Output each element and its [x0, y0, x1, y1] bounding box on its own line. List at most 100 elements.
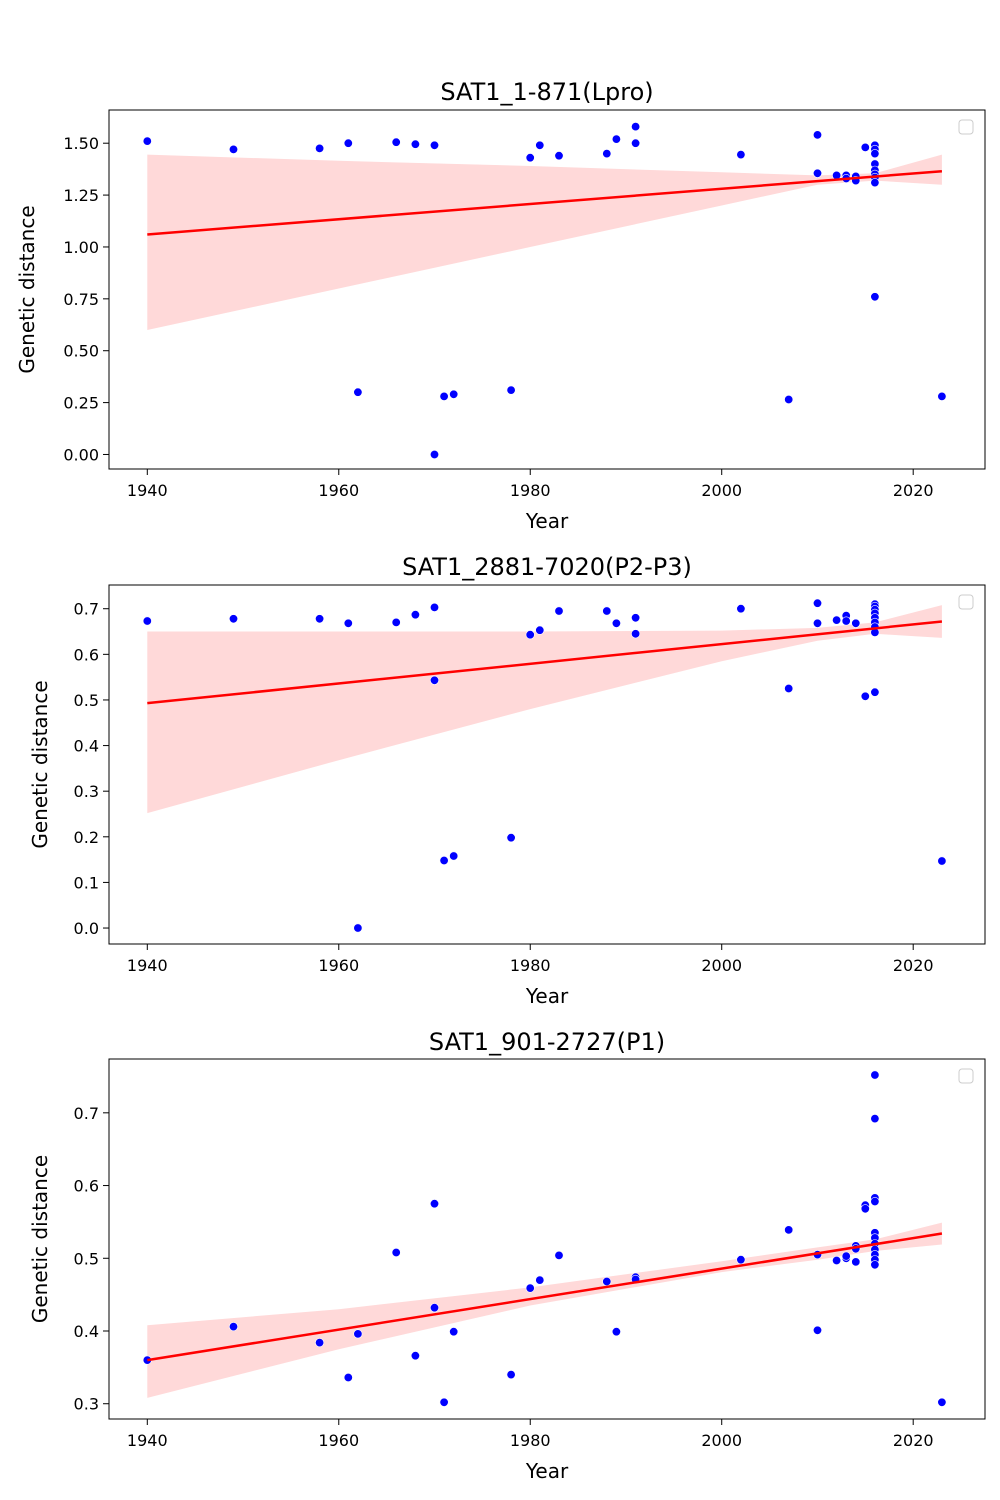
data-point — [611, 618, 621, 628]
data-point — [860, 1204, 870, 1214]
data-point — [602, 149, 612, 159]
y-tick-label: 0.4 — [74, 737, 99, 756]
data-point — [554, 1250, 564, 1260]
data-point — [851, 618, 861, 628]
data-point — [142, 616, 152, 626]
x-tick-label: 2020 — [893, 481, 934, 500]
panel-lpro: SAT1_1-871(Lpro) 1940 1960 1980 2000 2020 0.00… — [15, 78, 986, 533]
data-point — [410, 1351, 420, 1361]
y-tick-label: 0.0 — [74, 919, 99, 938]
data-point — [535, 1275, 545, 1285]
data-point — [812, 598, 822, 608]
data-point — [229, 144, 239, 154]
panel-p1: SAT1_901-2727(P1) 1940 1960 1980 2000 2020 0.3… — [28, 1028, 986, 1483]
x-tick-label: 1980 — [510, 956, 551, 975]
x-axis-label: Year — [525, 509, 569, 533]
regression-line — [147, 1232, 943, 1362]
data-point — [736, 604, 746, 614]
y-tick-label: 0.5 — [74, 1249, 99, 1268]
data-point — [870, 1070, 880, 1080]
data-point — [429, 1199, 439, 1209]
data-point — [315, 1338, 325, 1348]
data-point — [554, 606, 564, 616]
data-point — [525, 153, 535, 163]
data-point — [554, 151, 564, 161]
x-tick-label: 1940 — [127, 481, 168, 500]
confidence-band — [147, 154, 942, 330]
data-point — [506, 833, 516, 843]
data-point — [315, 614, 325, 624]
data-point — [142, 136, 152, 146]
y-tick-label: 0.7 — [74, 600, 99, 619]
data-point — [736, 1255, 746, 1265]
x-tick-label: 2020 — [893, 1431, 934, 1450]
y-tick-label: 0.3 — [74, 1395, 99, 1414]
x-tick-label: 1940 — [127, 956, 168, 975]
data-point — [353, 1329, 363, 1339]
data-point — [812, 168, 822, 178]
data-point — [870, 292, 880, 302]
y-tick-label: 1.25 — [63, 186, 99, 205]
data-point — [391, 1248, 401, 1258]
y-tick-label: 1.50 — [63, 134, 99, 153]
y-tick-label: 0.7 — [74, 1104, 99, 1123]
data-point — [937, 856, 947, 866]
data-point — [439, 1397, 449, 1407]
data-point — [343, 138, 353, 148]
data-point — [784, 683, 794, 693]
y-axis-label: Genetic distance — [28, 1155, 52, 1323]
y-tick-label: 0.75 — [63, 290, 99, 309]
data-point — [851, 1257, 861, 1267]
data-point — [429, 140, 439, 150]
x-tick-label: 1940 — [127, 1431, 168, 1450]
y-tick-label: 0.5 — [74, 691, 99, 710]
data-point — [870, 178, 880, 188]
x-axis-label: Year — [525, 984, 569, 1008]
data-point — [391, 617, 401, 627]
data-point — [870, 1197, 880, 1207]
data-point — [229, 614, 239, 624]
data-point — [391, 137, 401, 147]
x-tick-label: 2000 — [701, 956, 742, 975]
data-point — [841, 1251, 851, 1261]
data-point — [535, 140, 545, 150]
y-axis-label: Genetic distance — [28, 680, 52, 848]
data-point — [439, 391, 449, 401]
chart-title: SAT1_1-871(Lpro) — [440, 78, 653, 106]
y-tick-label: 0.25 — [63, 394, 99, 413]
y-tick-label: 0.6 — [74, 1177, 99, 1196]
data-point — [860, 691, 870, 701]
data-point — [631, 122, 641, 132]
data-point — [841, 616, 851, 626]
legend-box — [958, 1068, 974, 1084]
data-point — [429, 602, 439, 612]
data-point — [631, 613, 641, 623]
x-tick-label: 2000 — [701, 1431, 742, 1450]
regression-line — [147, 169, 943, 236]
confidence-band — [147, 1222, 942, 1398]
y-tick-label: 0.2 — [74, 828, 99, 847]
confidence-band — [147, 605, 942, 814]
plot-frame — [108, 1058, 986, 1420]
y-tick-label: 1.00 — [63, 238, 99, 257]
data-point — [535, 625, 545, 635]
y-tick-label: 0.3 — [74, 782, 99, 801]
y-tick-label: 0.1 — [74, 873, 99, 892]
regression-line — [147, 620, 943, 705]
data-point — [870, 1114, 880, 1124]
y-tick-label: 0.4 — [74, 1322, 99, 1341]
legend-box — [958, 119, 974, 135]
x-tick-label: 1980 — [510, 1431, 551, 1450]
data-point — [439, 855, 449, 865]
data-point — [611, 1327, 621, 1337]
data-point — [449, 851, 459, 861]
panel-p2-p3: SAT1_2881-7020(P2-P3) 1940 1960 1980 2000 202… — [28, 553, 986, 1008]
data-point — [343, 1373, 353, 1383]
data-point — [353, 923, 363, 933]
data-point — [429, 1303, 439, 1313]
y-tick-label: 0.50 — [63, 342, 99, 361]
data-point — [410, 139, 420, 149]
data-point — [429, 675, 439, 685]
data-point — [832, 615, 842, 625]
